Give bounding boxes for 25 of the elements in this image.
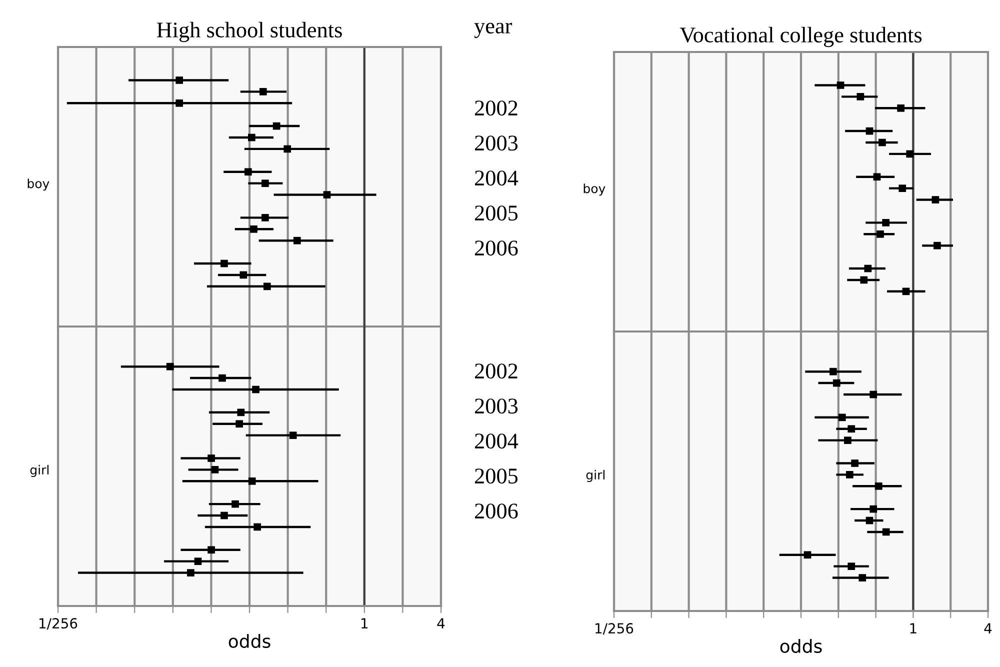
- y-tick-label: boy: [584, 184, 606, 196]
- x-tick-label: 4: [437, 618, 445, 628]
- chart-title: Vocational college students: [680, 26, 922, 48]
- x-tick-label: 1/256: [40, 618, 78, 630]
- y-tick-label: girl: [30, 464, 48, 478]
- y-tick-label: boy: [28, 178, 50, 191]
- y-tick-label: girl: [586, 470, 604, 482]
- text: 2002: [474, 100, 518, 116]
- text: 2005: [474, 206, 518, 221]
- x-tick-label: 4: [984, 623, 992, 634]
- x-axis-title: odds: [780, 639, 822, 653]
- x-tick-label: 1: [910, 623, 916, 634]
- text: 2006: [474, 504, 518, 519]
- x-tick-label: 1/256: [596, 623, 634, 635]
- text: 2004: [474, 434, 518, 449]
- chart-title: High school students: [156, 22, 342, 42]
- text: year: [474, 22, 512, 38]
- text: 2004: [474, 170, 518, 186]
- text: 2005: [474, 468, 518, 484]
- x-tick-label: 1: [362, 618, 368, 628]
- text: 2003: [474, 136, 518, 151]
- text: 2002: [474, 364, 518, 379]
- text: 2003: [474, 398, 518, 414]
- text: 2006: [474, 240, 518, 256]
- x-axis-title: odds: [228, 634, 270, 648]
